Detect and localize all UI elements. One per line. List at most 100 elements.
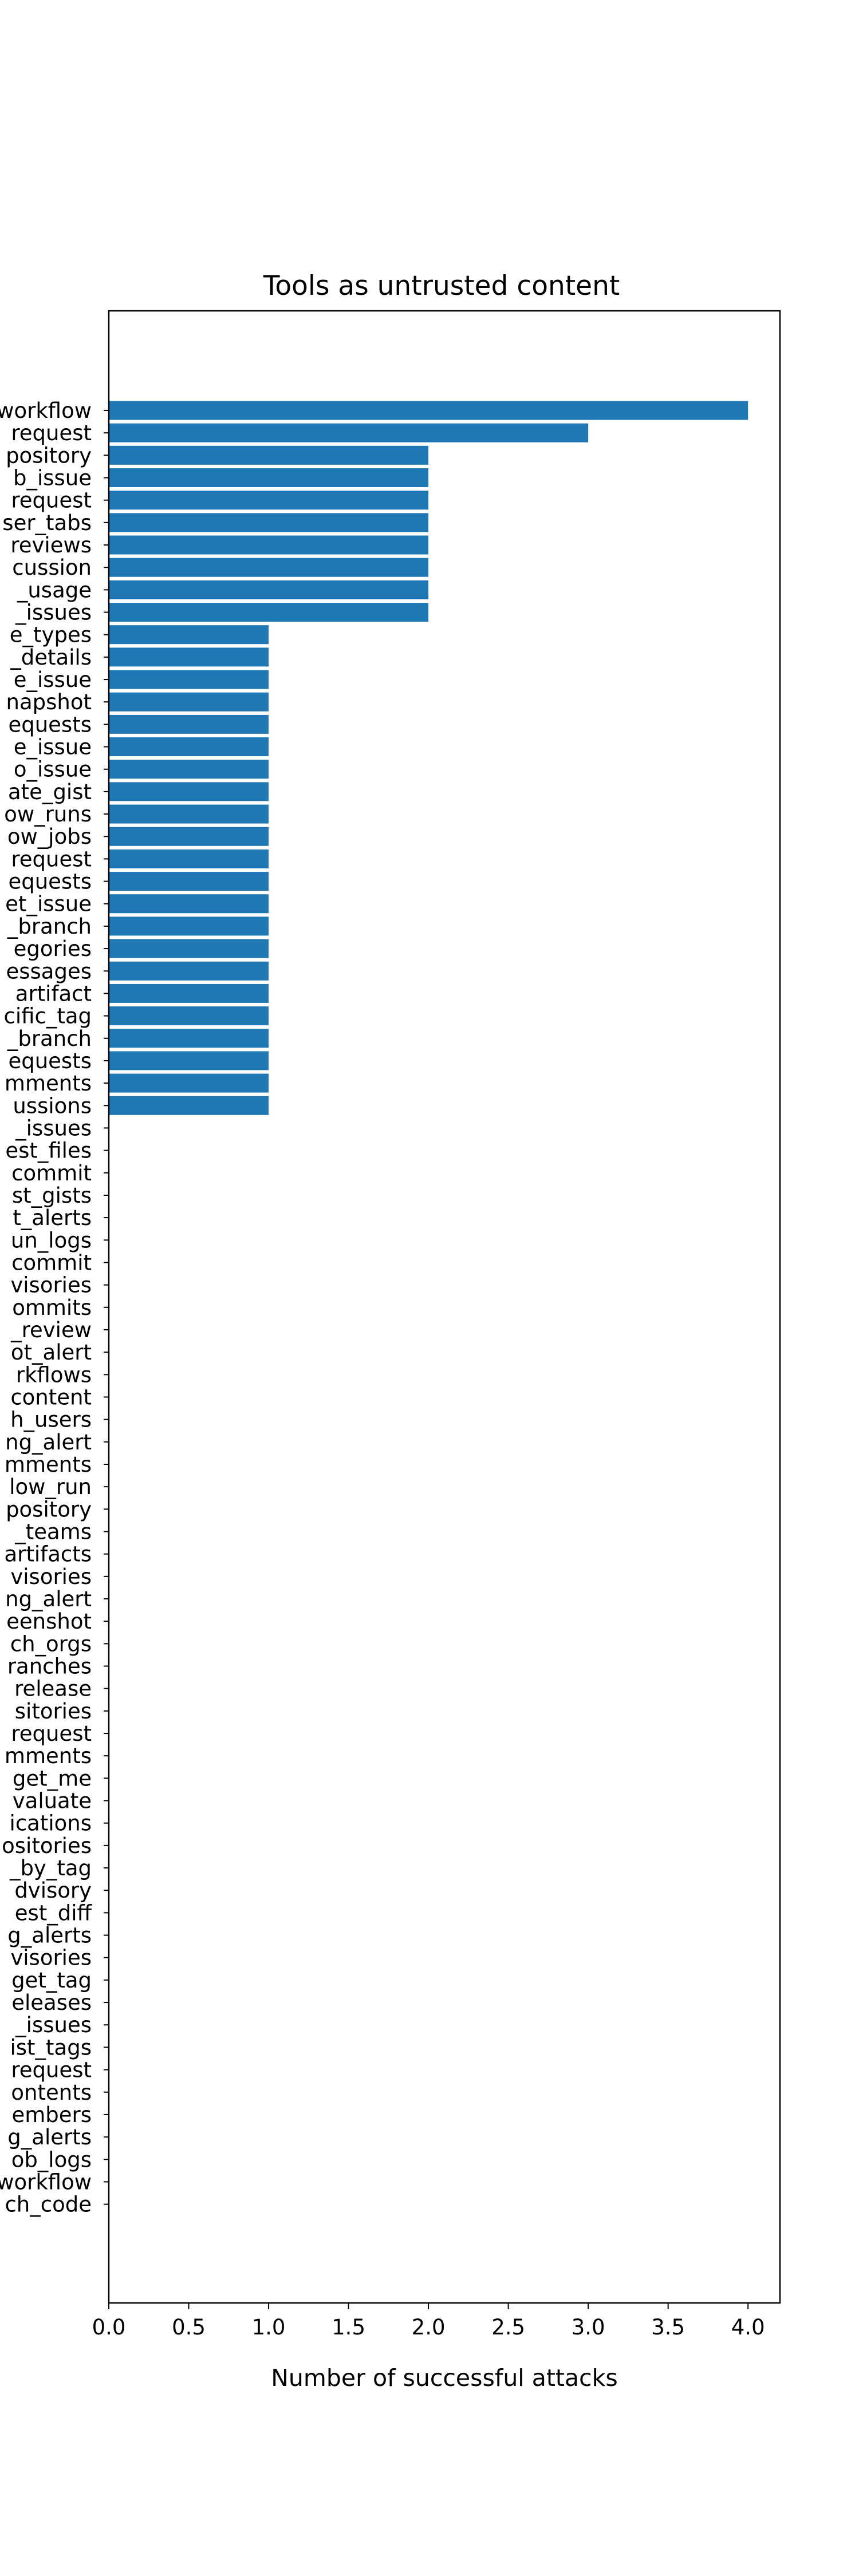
y-tick-label: commit bbox=[11, 1250, 92, 1275]
bar bbox=[109, 468, 429, 488]
y-tick-label: valuate bbox=[13, 1789, 92, 1814]
x-tick-label: 2.0 bbox=[412, 2315, 446, 2340]
y-tick-label: workflow bbox=[0, 398, 92, 423]
y-tick-label: st_gists bbox=[12, 1183, 92, 1208]
bar bbox=[109, 1006, 269, 1026]
y-tick-label: equests bbox=[8, 1049, 92, 1073]
y-tick-label: visories bbox=[10, 1946, 92, 1970]
y-tick-label: visories bbox=[10, 1564, 92, 1589]
y-tick-label: essages bbox=[6, 959, 92, 983]
y-tick-label: ications bbox=[10, 1811, 92, 1836]
y-tick-label: napshot bbox=[6, 690, 92, 714]
y-tick-label: artifacts bbox=[5, 1542, 92, 1567]
y-tick-label: _details bbox=[10, 645, 92, 670]
y-tick-label: pository bbox=[6, 443, 92, 468]
y-tick-label: ob_logs bbox=[11, 2147, 92, 2172]
y-tick-label: dvisory bbox=[14, 1878, 92, 1903]
bar bbox=[109, 782, 269, 801]
bar bbox=[109, 894, 269, 914]
y-tick-label: cussion bbox=[12, 555, 92, 580]
bar bbox=[109, 1051, 269, 1070]
y-tick-label: equests bbox=[8, 870, 92, 894]
x-tick-label: 1.5 bbox=[332, 2315, 365, 2340]
y-tick-label: ng_alert bbox=[5, 1430, 92, 1455]
y-tick-labels: workflowrequestpositoryb_issuerequestser… bbox=[0, 398, 109, 2217]
y-tick-label: cific_tag bbox=[4, 1004, 92, 1029]
y-tick-label: _usage bbox=[17, 578, 92, 602]
y-tick-label: e_types bbox=[10, 623, 92, 647]
y-tick-label: _branch bbox=[7, 914, 92, 939]
x-axis: 0.0 0.5 1.0 1.5 2.0 2.5 3.0 3.5 4.0 bbox=[92, 2303, 765, 2340]
y-tick-label: request bbox=[11, 488, 92, 513]
y-tick-label: ot_alert bbox=[11, 1340, 92, 1365]
bar bbox=[109, 1029, 269, 1048]
y-tick-label: ch_code bbox=[5, 2192, 92, 2217]
bar bbox=[109, 603, 429, 622]
y-tick-label: content bbox=[10, 1385, 92, 1409]
x-tick-label: 4.0 bbox=[731, 2315, 765, 2340]
y-tick-label: workflow bbox=[0, 2170, 92, 2194]
y-tick-label: ow_jobs bbox=[7, 824, 92, 849]
y-tick-label: ch_orgs bbox=[10, 1631, 92, 1656]
x-tick-label: 0.5 bbox=[172, 2315, 206, 2340]
bar bbox=[109, 513, 429, 532]
y-tick-label: get_me bbox=[13, 1766, 92, 1791]
y-tick-label: ommits bbox=[12, 1295, 92, 1320]
y-tick-label: est_files bbox=[5, 1139, 92, 1163]
bar bbox=[109, 647, 269, 667]
y-tick-label: _branch bbox=[7, 1026, 92, 1051]
y-tick-label: e_issue bbox=[14, 735, 92, 760]
y-tick-label: equests bbox=[8, 712, 92, 737]
bar bbox=[109, 714, 269, 734]
x-tick-label: 2.5 bbox=[491, 2315, 525, 2340]
y-tick-label: commit bbox=[11, 1161, 92, 1186]
bar bbox=[109, 670, 269, 689]
y-tick-label: sitories bbox=[15, 1699, 92, 1724]
bar bbox=[109, 804, 269, 824]
bar bbox=[109, 445, 429, 465]
bar bbox=[109, 983, 269, 1003]
bar bbox=[109, 423, 589, 442]
y-tick-label: pository bbox=[6, 1497, 92, 1522]
y-tick-label: eenshot bbox=[6, 1609, 92, 1634]
bar bbox=[109, 1073, 269, 1093]
y-tick-label: g_alerts bbox=[7, 1923, 92, 1948]
bar bbox=[109, 491, 429, 510]
x-axis-label: Number of successful attacks bbox=[271, 2364, 618, 2392]
y-tick-label: visories bbox=[10, 1273, 92, 1298]
y-tick-label: ranches bbox=[7, 1654, 92, 1679]
y-tick-label: t_alerts bbox=[13, 1206, 92, 1230]
y-tick-label: mments bbox=[5, 1744, 92, 1768]
y-tick-label: _by_tag bbox=[9, 1856, 92, 1880]
chart-title: Tools as untrusted content bbox=[263, 270, 620, 302]
y-tick-label: request bbox=[11, 1721, 92, 1746]
y-tick-label: ser_tabs bbox=[2, 511, 92, 535]
bar bbox=[109, 625, 269, 645]
y-tick-label: o_issue bbox=[14, 757, 92, 782]
y-tick-label: ist_tags bbox=[10, 2035, 92, 2060]
y-tick-label: egories bbox=[14, 937, 92, 961]
x-tick-label: 3.0 bbox=[572, 2315, 605, 2340]
y-tick-label: un_logs bbox=[11, 1228, 92, 1253]
y-tick-label: eleases bbox=[11, 1990, 92, 2015]
bar bbox=[109, 827, 269, 846]
bar bbox=[109, 535, 429, 555]
bar bbox=[109, 939, 269, 958]
y-tick-label: ositories bbox=[2, 1834, 92, 1858]
y-tick-label: _teams bbox=[14, 1520, 92, 1544]
y-tick-label: request bbox=[11, 847, 92, 871]
bar bbox=[109, 849, 269, 868]
bar bbox=[109, 737, 269, 757]
y-tick-label: mments bbox=[5, 1452, 92, 1477]
x-tick-label: 1.0 bbox=[252, 2315, 286, 2340]
bar bbox=[109, 558, 429, 577]
y-tick-label: et_issue bbox=[5, 892, 92, 916]
y-tick-label: mments bbox=[5, 1071, 92, 1096]
y-tick-label: h_users bbox=[10, 1408, 92, 1432]
y-tick-label: _issues bbox=[15, 2013, 92, 2037]
y-tick-label: artifact bbox=[15, 981, 92, 1006]
y-tick-label: embers bbox=[11, 2103, 92, 2127]
y-tick-label: request bbox=[11, 2058, 92, 2083]
y-tick-label: rkflows bbox=[16, 1362, 92, 1387]
bar bbox=[109, 872, 269, 891]
